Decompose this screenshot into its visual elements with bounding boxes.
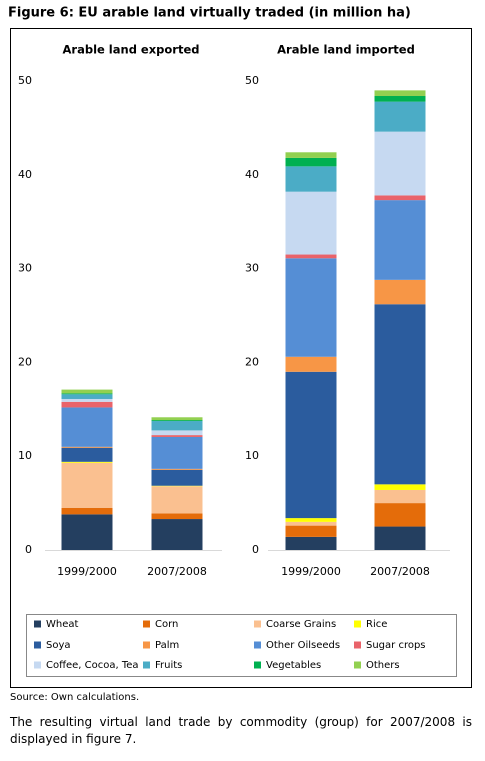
bar-segment: [61, 446, 113, 448]
bar-segment: [285, 157, 337, 167]
legend-label: Corn: [155, 619, 178, 630]
chart-title: Arable land exported: [63, 43, 200, 57]
x-tick-label: 1999/2000: [57, 565, 117, 578]
legend-label: Wheat: [46, 619, 79, 630]
bar-segment: [61, 389, 113, 394]
legend-frame: [26, 614, 457, 677]
y-tick-label: 10: [18, 449, 32, 462]
bar-segment: [285, 258, 337, 357]
y-tick-label: 30: [245, 262, 259, 275]
source-note: Source: Own calculations.: [10, 692, 139, 703]
bar-segment: [285, 191, 337, 255]
x-tick-label: 2007/2008: [370, 565, 430, 578]
bar-segment: [151, 513, 203, 520]
bar-segment: [151, 430, 203, 436]
y-tick-label: 0: [252, 543, 259, 556]
bar-segment: [61, 447, 113, 462]
chart-title: Arable land imported: [277, 43, 415, 57]
bar-segment: [61, 462, 113, 508]
legend-label: Others: [366, 660, 400, 671]
y-tick-label: 0: [25, 543, 32, 556]
bar-segment: [151, 420, 203, 422]
bar-segment: [374, 90, 426, 97]
legend-swatch: [34, 620, 41, 628]
y-tick-label: 40: [18, 168, 32, 181]
bar-segment: [61, 398, 113, 402]
y-tick-label: 50: [18, 74, 32, 87]
legend-swatch: [354, 641, 361, 649]
bar-segment: [374, 131, 426, 196]
legend-label: Coffee, Cocoa, Tea: [46, 660, 139, 671]
bar-segment: [285, 518, 337, 522]
y-tick-label: 20: [245, 355, 259, 368]
figure-frame: [10, 28, 472, 688]
bar-segment: [374, 101, 426, 132]
bar-segment: [285, 525, 337, 537]
x-tick-label: 1999/2000: [281, 565, 341, 578]
legend-label: Vegetables: [266, 660, 321, 671]
legend-swatch: [354, 661, 361, 669]
body-text: The resulting virtual land trade by comm…: [10, 715, 472, 746]
bar-segment: [151, 436, 203, 469]
bar-segment: [285, 371, 337, 519]
bar-segment: [374, 96, 426, 102]
bar-segment: [374, 279, 426, 305]
legend-label: Other Oilseeds: [266, 640, 340, 651]
legend-swatch: [254, 661, 261, 669]
y-tick-label: 20: [18, 355, 32, 368]
bar-segment: [61, 393, 113, 395]
bar-segment: [151, 468, 203, 470]
bar-segment: [374, 503, 426, 527]
legend-label: Palm: [155, 640, 179, 651]
bar-segment: [151, 421, 203, 431]
bar-segment: [374, 484, 426, 490]
legend-swatch: [143, 661, 150, 669]
bar-segment: [61, 407, 113, 447]
legend-swatch: [143, 641, 150, 649]
bar-segment: [374, 200, 426, 280]
bar-segment: [285, 166, 337, 192]
legend-label: Coarse Grains: [266, 619, 336, 630]
bar-segment: [374, 489, 426, 504]
figure: Figure 6: EU arable land virtually trade…: [8, 6, 472, 703]
bar-segment: [61, 461, 113, 463]
y-tick-label: 50: [245, 74, 259, 87]
bar-segment: [374, 195, 426, 201]
legend-swatch: [34, 661, 41, 669]
bar-segment: [151, 417, 203, 421]
y-tick-label: 10: [245, 449, 259, 462]
legend-label: Fruits: [155, 660, 182, 671]
bar-segment: [285, 536, 337, 550]
legend-swatch: [354, 620, 361, 628]
bar-segment: [151, 469, 203, 486]
bar-segment: [151, 486, 203, 514]
y-tick-label: 30: [18, 262, 32, 275]
bar-segment: [61, 507, 113, 515]
bar-segment: [61, 514, 113, 550]
bar-segment: [151, 519, 203, 550]
bar-segment: [374, 526, 426, 550]
figure-title: Figure 6: EU arable land virtually trade…: [8, 6, 411, 21]
legend-label: Soya: [46, 640, 71, 651]
bar-segment: [61, 401, 113, 408]
y-tick-label: 40: [245, 168, 259, 181]
bar-segment: [151, 435, 203, 437]
x-tick-label: 2007/2008: [147, 565, 207, 578]
bar-segment: [61, 394, 113, 399]
legend-swatch: [254, 641, 261, 649]
bar-segment: [374, 304, 426, 485]
bar-segment: [285, 521, 337, 526]
legend-swatch: [254, 620, 261, 628]
bar-segment: [285, 254, 337, 259]
bar-segment: [285, 356, 337, 372]
legend-swatch: [143, 620, 150, 628]
legend-swatch: [34, 641, 41, 649]
legend-label: Rice: [366, 619, 387, 630]
legend-label: Sugar crops: [366, 640, 426, 651]
bar-segment: [285, 152, 337, 158]
